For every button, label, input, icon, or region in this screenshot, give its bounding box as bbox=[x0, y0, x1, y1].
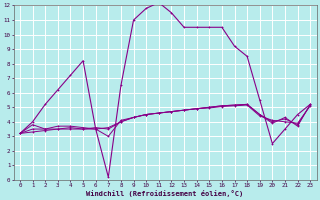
X-axis label: Windchill (Refroidissement éolien,°C): Windchill (Refroidissement éolien,°C) bbox=[86, 190, 244, 197]
